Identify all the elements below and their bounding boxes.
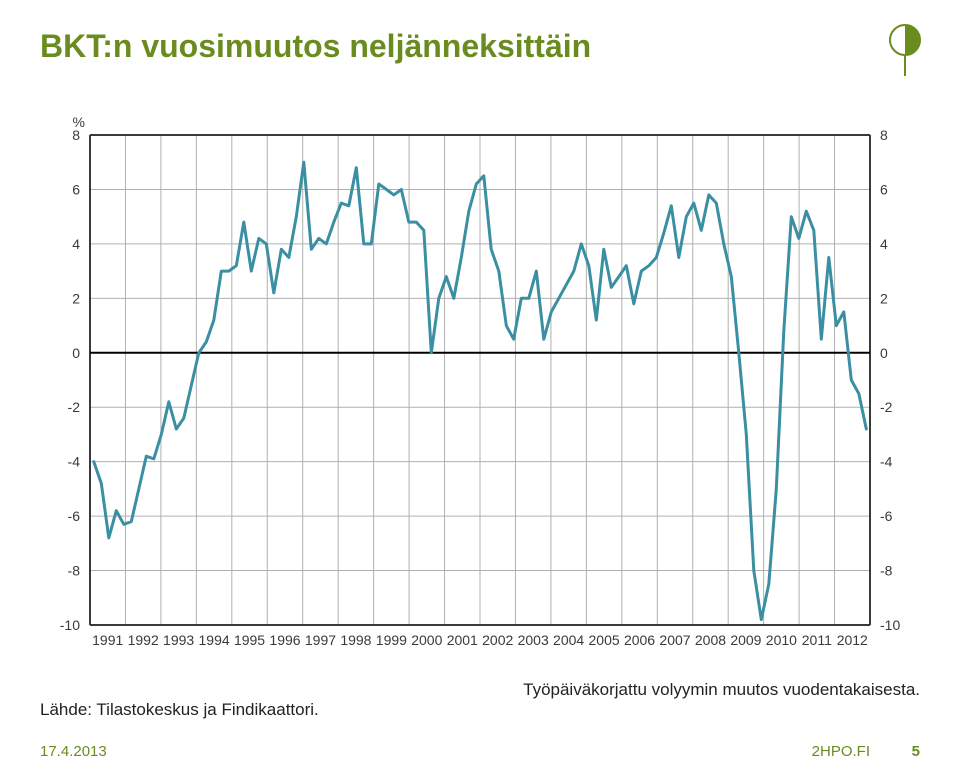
svg-text:6: 6 — [72, 181, 80, 197]
logo-half — [905, 25, 920, 55]
chart-container: 8866442200-2-2-4-4-6-6-8-8-10-1019911992… — [40, 105, 920, 665]
svg-text:-10: -10 — [880, 617, 900, 633]
svg-text:1999: 1999 — [376, 632, 407, 648]
svg-text:1993: 1993 — [163, 632, 194, 648]
svg-text:2000: 2000 — [411, 632, 442, 648]
svg-text:-8: -8 — [880, 563, 893, 579]
svg-text:2012: 2012 — [837, 632, 868, 648]
svg-text:1996: 1996 — [269, 632, 300, 648]
svg-text:2001: 2001 — [447, 632, 478, 648]
slide: BKT:n vuosimuutos neljänneksittäin 88664… — [0, 0, 960, 780]
svg-text:-4: -4 — [880, 454, 893, 470]
svg-text:-6: -6 — [68, 508, 81, 524]
svg-text:-4: -4 — [68, 454, 81, 470]
svg-text:2011: 2011 — [802, 632, 832, 648]
svg-text:-8: -8 — [68, 563, 81, 579]
svg-text:2004: 2004 — [553, 632, 584, 648]
svg-text:2002: 2002 — [482, 632, 513, 648]
svg-text:4: 4 — [72, 236, 80, 252]
source-text: Lähde: Tilastokeskus ja Findikaattori. — [40, 700, 319, 720]
svg-text:2010: 2010 — [766, 632, 797, 648]
svg-text:4: 4 — [880, 236, 888, 252]
svg-text:-6: -6 — [880, 508, 893, 524]
svg-text:2003: 2003 — [518, 632, 549, 648]
svg-text:2: 2 — [72, 290, 80, 306]
footer-page-number: 5 — [912, 743, 920, 760]
svg-text:-2: -2 — [880, 399, 893, 415]
svg-text:0: 0 — [880, 345, 888, 361]
svg-text:1992: 1992 — [128, 632, 159, 648]
svg-text:2005: 2005 — [589, 632, 620, 648]
svg-text:%: % — [73, 114, 85, 130]
svg-text:1998: 1998 — [340, 632, 371, 648]
org-logo — [880, 18, 930, 78]
chart-caption: Työpäiväkorjattu volyymin muutos vuodent… — [523, 680, 920, 700]
svg-text:8: 8 — [880, 127, 888, 143]
svg-text:1994: 1994 — [199, 632, 230, 648]
svg-text:1995: 1995 — [234, 632, 265, 648]
footer-date: 17.4.2013 — [40, 743, 107, 760]
svg-text:2006: 2006 — [624, 632, 655, 648]
svg-text:1997: 1997 — [305, 632, 336, 648]
svg-text:0: 0 — [72, 345, 80, 361]
page-title: BKT:n vuosimuutos neljänneksittäin — [40, 28, 591, 65]
svg-text:2009: 2009 — [730, 632, 761, 648]
svg-text:6: 6 — [880, 181, 888, 197]
svg-text:2008: 2008 — [695, 632, 726, 648]
svg-text:-10: -10 — [60, 617, 80, 633]
svg-text:2007: 2007 — [659, 632, 690, 648]
svg-text:-2: -2 — [68, 399, 81, 415]
line-chart: 8866442200-2-2-4-4-6-6-8-8-10-1019911992… — [40, 105, 920, 665]
footer-brand: 2HPO.FI — [812, 743, 870, 760]
svg-text:1991: 1991 — [92, 632, 123, 648]
svg-text:2: 2 — [880, 290, 888, 306]
